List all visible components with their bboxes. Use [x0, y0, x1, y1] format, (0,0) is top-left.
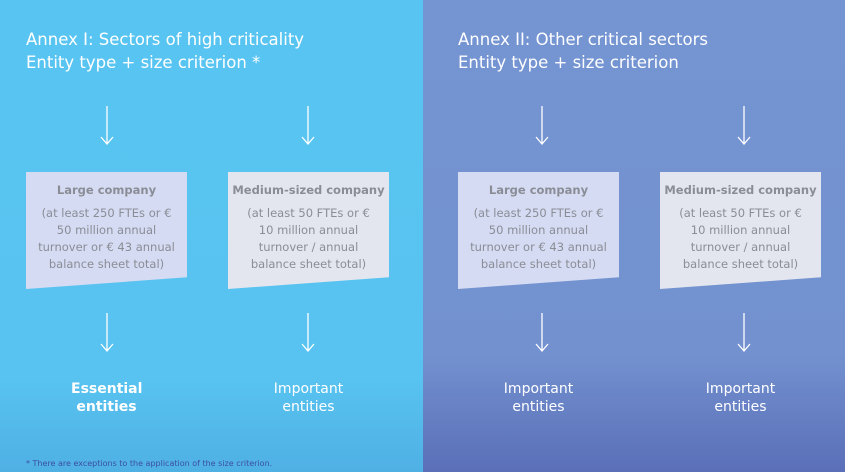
subtitle-line: Entity type + size criterion [458, 53, 679, 72]
annex2-panel: Annex II: Other critical sectors Entity … [423, 0, 845, 472]
annex1-panel: Annex I: Sectors of high criticality Ent… [0, 0, 423, 472]
large-company-box: Large company (at least 250 FTEs or € 50… [458, 172, 619, 289]
large-company-box: Large company (at least 250 FTEs or € 50… [26, 172, 187, 289]
arrow-down-icon [100, 106, 114, 146]
outcome-important: Important entities [503, 381, 574, 415]
box-heading: Medium-sized company [232, 183, 385, 197]
outcome-important: Important entities [273, 381, 344, 415]
box-heading: Large company [56, 183, 157, 197]
box-heading: Large company [488, 183, 589, 197]
subtitle-line: Entity type + size criterion * [26, 53, 261, 72]
box-heading: Medium-sized company [664, 183, 817, 197]
arrow-down-icon [100, 313, 114, 353]
title-line: Annex II: Other critical sectors [458, 30, 708, 49]
arrow-down-icon [301, 106, 315, 146]
arrow-down-icon [737, 313, 751, 353]
title-line: Annex I: Sectors of high criticality [26, 30, 305, 49]
box-text: (at least 250 FTEs or € 50 million annua… [470, 206, 607, 271]
footnote: * There are exceptions to the applicatio… [26, 459, 273, 468]
arrow-down-icon [535, 313, 549, 353]
medium-company-box: Medium-sized company (at least 50 FTEs o… [660, 172, 821, 289]
annex2-title: Annex II: Other critical sectors Entity … [458, 28, 708, 74]
outcome-essential: Essential entities [71, 381, 143, 415]
box-text: (at least 50 FTEs or € 10 million annual… [247, 206, 370, 271]
box-text: (at least 250 FTEs or € 50 million annua… [38, 206, 175, 271]
outcome-important: Important entities [705, 381, 776, 415]
arrow-down-icon [535, 106, 549, 146]
annex1-title: Annex I: Sectors of high criticality Ent… [26, 28, 304, 74]
box-text: (at least 50 FTEs or € 10 million annual… [679, 206, 802, 271]
arrow-down-icon [737, 106, 751, 146]
arrow-down-icon [301, 313, 315, 353]
medium-company-box: Medium-sized company (at least 50 FTEs o… [228, 172, 389, 289]
